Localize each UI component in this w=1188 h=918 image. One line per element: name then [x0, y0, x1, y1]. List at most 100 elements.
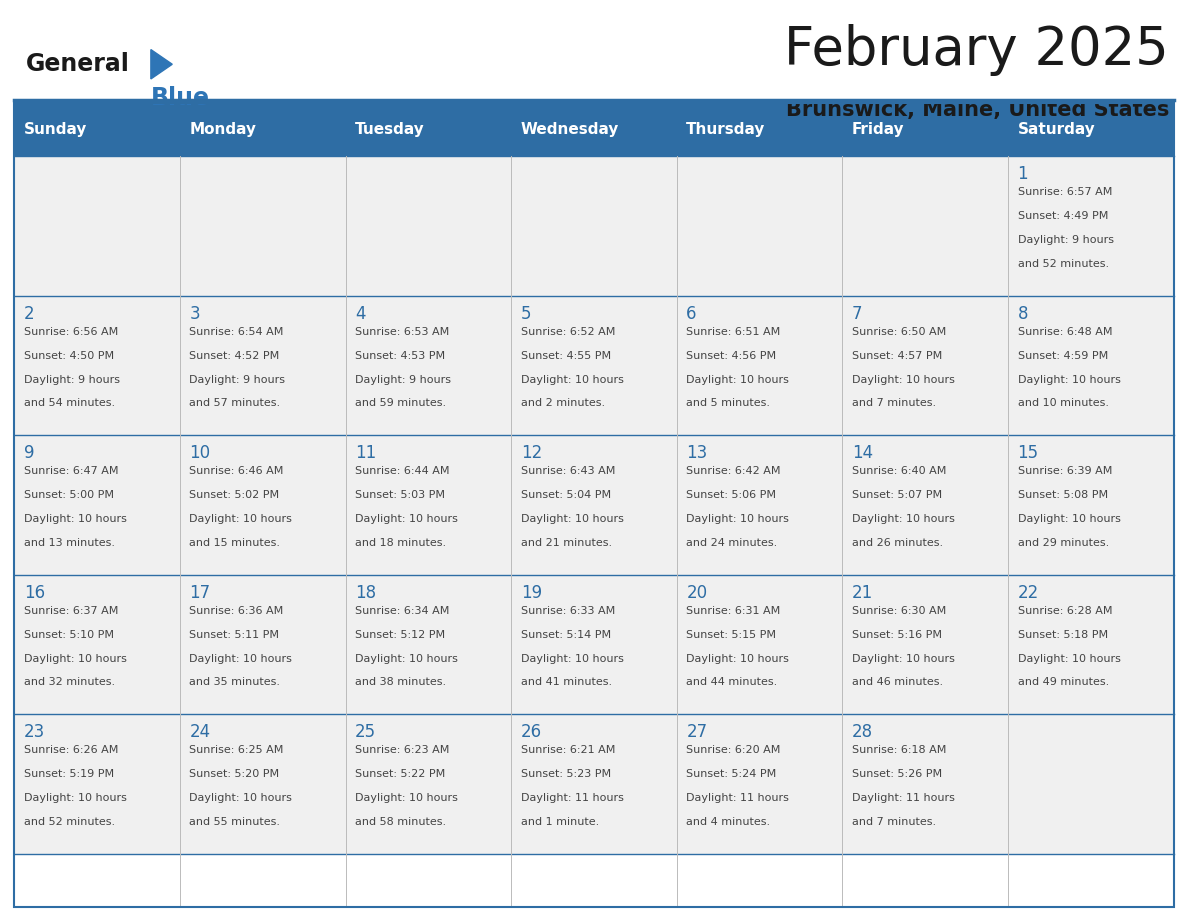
Text: Daylight: 10 hours: Daylight: 10 hours: [852, 654, 955, 664]
Text: and 49 minutes.: and 49 minutes.: [1018, 677, 1108, 688]
Text: 3: 3: [189, 305, 200, 323]
Text: Daylight: 10 hours: Daylight: 10 hours: [189, 793, 292, 803]
Text: Monday: Monday: [189, 122, 257, 137]
Text: 18: 18: [355, 584, 377, 602]
Bar: [1009, 296, 1174, 435]
Text: Sunset: 5:16 PM: Sunset: 5:16 PM: [852, 630, 942, 640]
Text: Sunrise: 6:53 AM: Sunrise: 6:53 AM: [355, 327, 449, 337]
Text: and 24 minutes.: and 24 minutes.: [687, 538, 778, 548]
Text: 5: 5: [520, 305, 531, 323]
Text: 1: 1: [1018, 165, 1029, 184]
Text: Sunset: 5:08 PM: Sunset: 5:08 PM: [1018, 490, 1107, 500]
Text: and 1 minute.: and 1 minute.: [520, 817, 599, 827]
Text: 11: 11: [355, 444, 377, 463]
Text: Wednesday: Wednesday: [520, 122, 619, 137]
Bar: [346, 296, 511, 435]
Text: Sunset: 5:23 PM: Sunset: 5:23 PM: [520, 769, 611, 779]
Text: Sunrise: 6:39 AM: Sunrise: 6:39 AM: [1018, 466, 1112, 476]
Bar: [14, 435, 179, 575]
Text: General: General: [26, 52, 129, 76]
Text: and 29 minutes.: and 29 minutes.: [1018, 538, 1108, 548]
Bar: [346, 714, 511, 854]
Text: Sunrise: 6:30 AM: Sunrise: 6:30 AM: [852, 606, 946, 616]
Text: Sunrise: 6:43 AM: Sunrise: 6:43 AM: [520, 466, 615, 476]
Text: Daylight: 10 hours: Daylight: 10 hours: [520, 654, 624, 664]
Bar: [842, 714, 1009, 854]
Text: Daylight: 10 hours: Daylight: 10 hours: [24, 793, 127, 803]
Text: Daylight: 10 hours: Daylight: 10 hours: [852, 375, 955, 385]
Text: Daylight: 10 hours: Daylight: 10 hours: [189, 514, 292, 524]
Bar: [14, 103, 1174, 907]
Text: Sunrise: 6:54 AM: Sunrise: 6:54 AM: [189, 327, 284, 337]
Text: 28: 28: [852, 723, 873, 742]
Text: Sunset: 4:55 PM: Sunset: 4:55 PM: [520, 351, 611, 361]
Text: Sunset: 5:20 PM: Sunset: 5:20 PM: [189, 769, 279, 779]
Text: 15: 15: [1018, 444, 1038, 463]
Text: Sunset: 5:12 PM: Sunset: 5:12 PM: [355, 630, 446, 640]
Text: and 54 minutes.: and 54 minutes.: [24, 398, 115, 409]
Text: Sunrise: 6:50 AM: Sunrise: 6:50 AM: [852, 327, 946, 337]
Text: Sunset: 4:49 PM: Sunset: 4:49 PM: [1018, 211, 1108, 221]
Text: 7: 7: [852, 305, 862, 323]
Bar: [14, 296, 179, 435]
Bar: [677, 714, 842, 854]
Bar: [842, 575, 1009, 714]
Text: Sunset: 5:15 PM: Sunset: 5:15 PM: [687, 630, 776, 640]
Text: Sunset: 5:11 PM: Sunset: 5:11 PM: [189, 630, 279, 640]
Bar: [842, 156, 1009, 296]
Bar: [511, 296, 677, 435]
Bar: [677, 296, 842, 435]
Text: and 55 minutes.: and 55 minutes.: [189, 817, 280, 827]
Bar: [1009, 714, 1174, 854]
Text: and 32 minutes.: and 32 minutes.: [24, 677, 115, 688]
Text: Daylight: 10 hours: Daylight: 10 hours: [1018, 375, 1120, 385]
Text: 22: 22: [1018, 584, 1038, 602]
Text: and 7 minutes.: and 7 minutes.: [852, 817, 936, 827]
Text: Daylight: 10 hours: Daylight: 10 hours: [1018, 654, 1120, 664]
Text: and 35 minutes.: and 35 minutes.: [189, 677, 280, 688]
Bar: [179, 296, 346, 435]
Text: 9: 9: [24, 444, 34, 463]
Polygon shape: [151, 50, 172, 79]
Text: 10: 10: [189, 444, 210, 463]
Bar: [179, 575, 346, 714]
Text: Sunrise: 6:42 AM: Sunrise: 6:42 AM: [687, 466, 781, 476]
Text: and 44 minutes.: and 44 minutes.: [687, 677, 778, 688]
Text: Sunset: 4:57 PM: Sunset: 4:57 PM: [852, 351, 942, 361]
Text: Sunrise: 6:57 AM: Sunrise: 6:57 AM: [1018, 187, 1112, 197]
Text: 14: 14: [852, 444, 873, 463]
Text: and 52 minutes.: and 52 minutes.: [24, 817, 115, 827]
Text: and 15 minutes.: and 15 minutes.: [189, 538, 280, 548]
Bar: [511, 156, 677, 296]
Bar: [14, 156, 179, 296]
Text: and 38 minutes.: and 38 minutes.: [355, 677, 447, 688]
Text: 25: 25: [355, 723, 377, 742]
Text: and 52 minutes.: and 52 minutes.: [1018, 259, 1108, 269]
Text: Sunset: 4:56 PM: Sunset: 4:56 PM: [687, 351, 777, 361]
Text: Daylight: 10 hours: Daylight: 10 hours: [355, 514, 457, 524]
Text: Blue: Blue: [151, 86, 210, 110]
Text: Sunset: 5:00 PM: Sunset: 5:00 PM: [24, 490, 114, 500]
Text: Sunset: 5:10 PM: Sunset: 5:10 PM: [24, 630, 114, 640]
Text: and 18 minutes.: and 18 minutes.: [355, 538, 447, 548]
Text: Daylight: 10 hours: Daylight: 10 hours: [24, 654, 127, 664]
Text: Daylight: 10 hours: Daylight: 10 hours: [189, 654, 292, 664]
Text: Daylight: 10 hours: Daylight: 10 hours: [687, 375, 789, 385]
Text: Sunset: 5:07 PM: Sunset: 5:07 PM: [852, 490, 942, 500]
Text: Sunset: 5:24 PM: Sunset: 5:24 PM: [687, 769, 777, 779]
Text: Sunrise: 6:34 AM: Sunrise: 6:34 AM: [355, 606, 449, 616]
Text: Sunrise: 6:51 AM: Sunrise: 6:51 AM: [687, 327, 781, 337]
Text: and 13 minutes.: and 13 minutes.: [24, 538, 115, 548]
Bar: [1009, 575, 1174, 714]
Text: 12: 12: [520, 444, 542, 463]
Text: and 46 minutes.: and 46 minutes.: [852, 677, 943, 688]
Text: February 2025: February 2025: [784, 25, 1169, 76]
Text: Sunrise: 6:25 AM: Sunrise: 6:25 AM: [189, 745, 284, 756]
Text: Daylight: 11 hours: Daylight: 11 hours: [520, 793, 624, 803]
Bar: [511, 435, 677, 575]
Text: Sunrise: 6:21 AM: Sunrise: 6:21 AM: [520, 745, 615, 756]
Bar: [14, 714, 179, 854]
Text: Daylight: 10 hours: Daylight: 10 hours: [520, 514, 624, 524]
Text: Sunrise: 6:46 AM: Sunrise: 6:46 AM: [189, 466, 284, 476]
Text: Sunday: Sunday: [24, 122, 87, 137]
